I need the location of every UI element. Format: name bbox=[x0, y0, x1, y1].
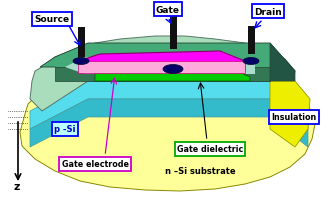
Polygon shape bbox=[55, 68, 270, 82]
Polygon shape bbox=[30, 99, 308, 147]
Polygon shape bbox=[65, 55, 255, 75]
Bar bbox=[170, 2, 177, 50]
Bar bbox=[248, 27, 255, 55]
Text: Drain: Drain bbox=[254, 7, 282, 16]
Text: Gate electrode: Gate electrode bbox=[62, 160, 129, 169]
Text: z: z bbox=[13, 181, 19, 191]
Polygon shape bbox=[78, 62, 245, 74]
Polygon shape bbox=[30, 82, 308, 129]
Polygon shape bbox=[270, 44, 295, 82]
Text: n –Si substrate: n –Si substrate bbox=[165, 167, 235, 176]
Text: Source: Source bbox=[35, 15, 69, 24]
Polygon shape bbox=[20, 79, 315, 191]
Polygon shape bbox=[40, 44, 295, 82]
Ellipse shape bbox=[73, 58, 89, 65]
Polygon shape bbox=[30, 37, 295, 111]
Polygon shape bbox=[95, 71, 250, 82]
Bar bbox=[78, 28, 85, 58]
Ellipse shape bbox=[163, 65, 183, 74]
Ellipse shape bbox=[243, 58, 259, 65]
Text: p -Si: p -Si bbox=[54, 125, 76, 134]
Polygon shape bbox=[78, 52, 245, 72]
Text: Gate: Gate bbox=[156, 6, 180, 14]
Text: Insulation: Insulation bbox=[271, 113, 316, 122]
Text: Gate dielectric: Gate dielectric bbox=[177, 145, 243, 154]
Polygon shape bbox=[270, 82, 310, 147]
